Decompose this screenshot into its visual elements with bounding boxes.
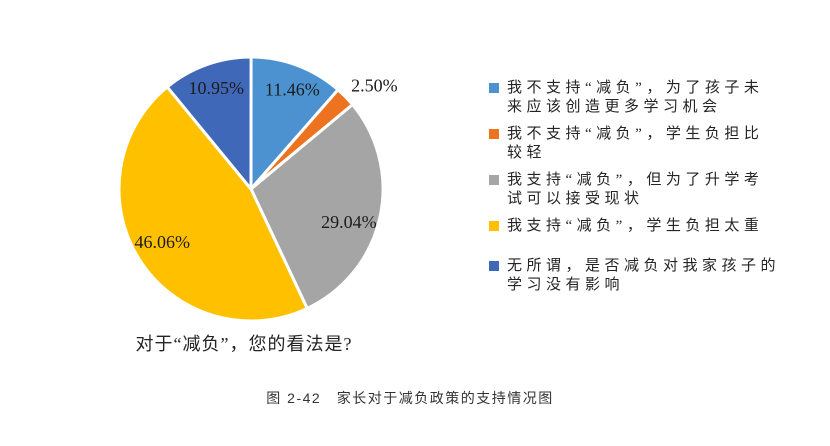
legend-item-label: 无所谓，是否减负对我家孩子的 学习没有影响 bbox=[507, 258, 781, 293]
chart-question-title: 对于“减负”，您的看法是? bbox=[135, 334, 353, 354]
legend-item: 无所谓，是否减负对我家孩子的 学习没有影响 bbox=[489, 257, 819, 295]
chart-legend: 我不支持“减负”，为了孩子未 来应该创造更多学习机会 我不支持“减负”，学生负担… bbox=[489, 79, 819, 303]
legend-item: 我支持“减负”，学生负担太重 bbox=[489, 217, 819, 236]
legend-item-label: 我支持“减负”，但为了升学考 试可以接受现状 bbox=[507, 172, 764, 207]
legend-item-label: 我不支持“减负”，学生负担比 较轻 bbox=[507, 126, 764, 161]
pie-slice-value-label: 29.04% bbox=[321, 212, 377, 232]
pie-slice-value-label: 46.06% bbox=[135, 232, 191, 252]
legend-swatch-icon bbox=[489, 129, 499, 139]
legend-item: 我不支持“减负”，学生负担比 较轻 bbox=[489, 125, 819, 163]
legend-item-label: 我不支持“减负”，为了孩子未 来应该创造更多学习机会 bbox=[507, 80, 764, 115]
pie-slice-value-label: 11.46% bbox=[265, 80, 320, 100]
pie-slice-value-label: 10.95% bbox=[189, 78, 245, 98]
pie-slice bbox=[249, 55, 340, 191]
legend-item-label: 我支持“减负”，学生负担太重 bbox=[507, 218, 764, 234]
legend-swatch-icon bbox=[489, 261, 499, 271]
legend-item: 我支持“减负”，但为了升学考 试可以接受现状 bbox=[489, 171, 819, 209]
pie-slice bbox=[165, 55, 253, 191]
pie-slice bbox=[117, 85, 309, 323]
legend-item: 我不支持“减负”，为了孩子未 来应该创造更多学习机会 bbox=[489, 79, 819, 117]
legend-swatch-icon bbox=[489, 221, 499, 231]
figure-caption: 图 2-42 家长对于减负政策的支持情况图 bbox=[266, 390, 554, 406]
pie-slice-value-label: 2.50% bbox=[351, 76, 398, 96]
legend-swatch-icon bbox=[489, 83, 499, 93]
legend-swatch-icon bbox=[489, 175, 499, 185]
